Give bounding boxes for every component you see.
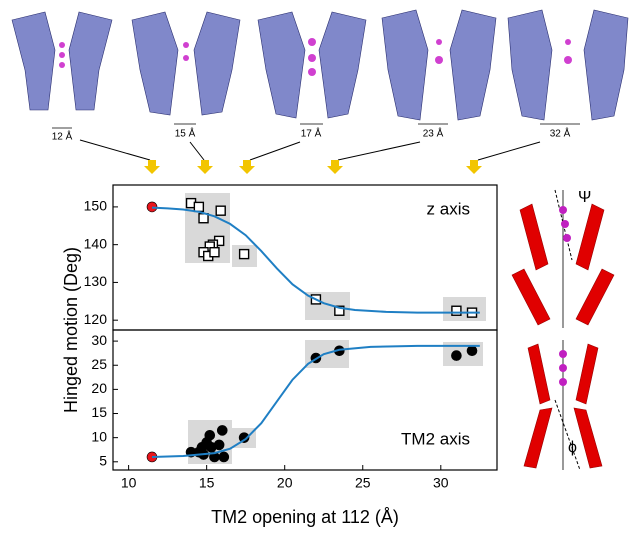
ion: [308, 38, 316, 46]
ion: [59, 52, 65, 58]
plot-frame: [112, 329, 498, 471]
structure: [583, 9, 629, 121]
ion: [435, 56, 443, 64]
x-tick-label: 25: [355, 475, 371, 491]
panel-annotation: z axis: [427, 199, 470, 218]
structure-images: 12 Å 15 Å 17 Å 23 Å 32 Å: [11, 9, 629, 143]
ion: [563, 234, 571, 242]
connector: [79, 139, 151, 161]
ion: [565, 39, 571, 45]
psi-symbol: Ψ: [578, 189, 591, 206]
x-tick-label: 10: [121, 475, 137, 491]
point: [204, 429, 216, 441]
point: [238, 248, 250, 260]
structure: [318, 11, 367, 119]
point: [334, 305, 345, 316]
connectors: [79, 139, 541, 161]
connector: [189, 141, 205, 161]
connector: [337, 141, 421, 161]
y-tick-label: 130: [84, 273, 108, 289]
y-axis-label: Hinged motion (Deg): [61, 247, 81, 413]
fit-curve: [151, 344, 480, 458]
helix: [575, 268, 615, 326]
tm2-axis: [554, 399, 581, 471]
point: [215, 205, 226, 216]
connector: [249, 141, 301, 161]
helix: [519, 203, 549, 271]
arrow: [144, 160, 160, 174]
helix: [575, 343, 599, 405]
structure: [131, 11, 179, 116]
structure: [507, 9, 553, 121]
ion: [436, 39, 442, 45]
image-label: 15 Å: [175, 127, 196, 140]
connector: [477, 141, 541, 161]
x-tick-label: 15: [199, 475, 215, 491]
ion: [183, 42, 189, 48]
highlight-boxes: [185, 193, 486, 464]
image-label: 12 Å: [52, 130, 73, 143]
helix: [573, 407, 603, 469]
x-tick-label: 20: [277, 475, 293, 491]
point: [451, 305, 462, 316]
panel-annotation: TM2 axis: [401, 429, 470, 448]
point: [466, 345, 478, 357]
structure: [449, 9, 497, 121]
y-tick-label: 150: [84, 198, 108, 214]
ion: [564, 56, 572, 64]
image-label: 32 Å: [550, 127, 571, 140]
y-tick-label: 20: [91, 380, 107, 396]
y-tick-label: 5: [99, 452, 107, 468]
helix: [575, 203, 605, 271]
structure: [257, 11, 306, 119]
ion: [59, 42, 65, 48]
arrow: [466, 160, 482, 174]
ion: [561, 220, 569, 228]
point: [451, 350, 462, 361]
y-tick-label: 140: [84, 235, 108, 251]
image-label: 23 Å: [423, 127, 444, 140]
ion: [308, 68, 316, 76]
helix: [527, 343, 551, 405]
helix: [523, 407, 553, 469]
diagram-top: Ψ: [511, 189, 615, 328]
x-tick-label: 30: [433, 475, 449, 491]
point: [238, 432, 250, 443]
diagram-bottom: ϕ: [523, 340, 603, 471]
ion: [559, 364, 567, 372]
highlight-box: [443, 297, 486, 321]
y-tick-label: 10: [91, 428, 107, 444]
structure: [193, 11, 241, 116]
point: [193, 201, 205, 213]
point: [216, 425, 228, 436]
ion: [559, 206, 567, 214]
ion: [183, 55, 189, 61]
point: [209, 247, 220, 258]
structure: [381, 9, 429, 121]
arrow: [197, 160, 213, 174]
structure: [11, 11, 56, 111]
helix: [511, 268, 551, 326]
structure: [68, 11, 113, 111]
ion: [59, 62, 65, 68]
ion: [559, 378, 567, 386]
ion: [308, 54, 316, 62]
point: [218, 451, 230, 463]
image-label: 17 Å: [301, 127, 322, 140]
phi-symbol: ϕ: [568, 439, 577, 456]
ion: [559, 350, 567, 358]
y-tick-label: 30: [91, 332, 107, 348]
arrow: [239, 160, 255, 174]
point: [213, 439, 225, 451]
fit-curve: [151, 206, 480, 314]
arrows: [144, 160, 482, 174]
y-tick-label: 15: [91, 404, 107, 420]
y-tick-label: 25: [91, 356, 107, 372]
y-tick-label: 120: [84, 311, 108, 327]
arrow: [327, 160, 343, 174]
plots: 120 130 140 150 z axis 5 10 15 20 25 30 10 15 20 25 30 T…: [61, 184, 498, 527]
x-axis-label: TM2 opening at 112 (Å): [211, 507, 399, 527]
